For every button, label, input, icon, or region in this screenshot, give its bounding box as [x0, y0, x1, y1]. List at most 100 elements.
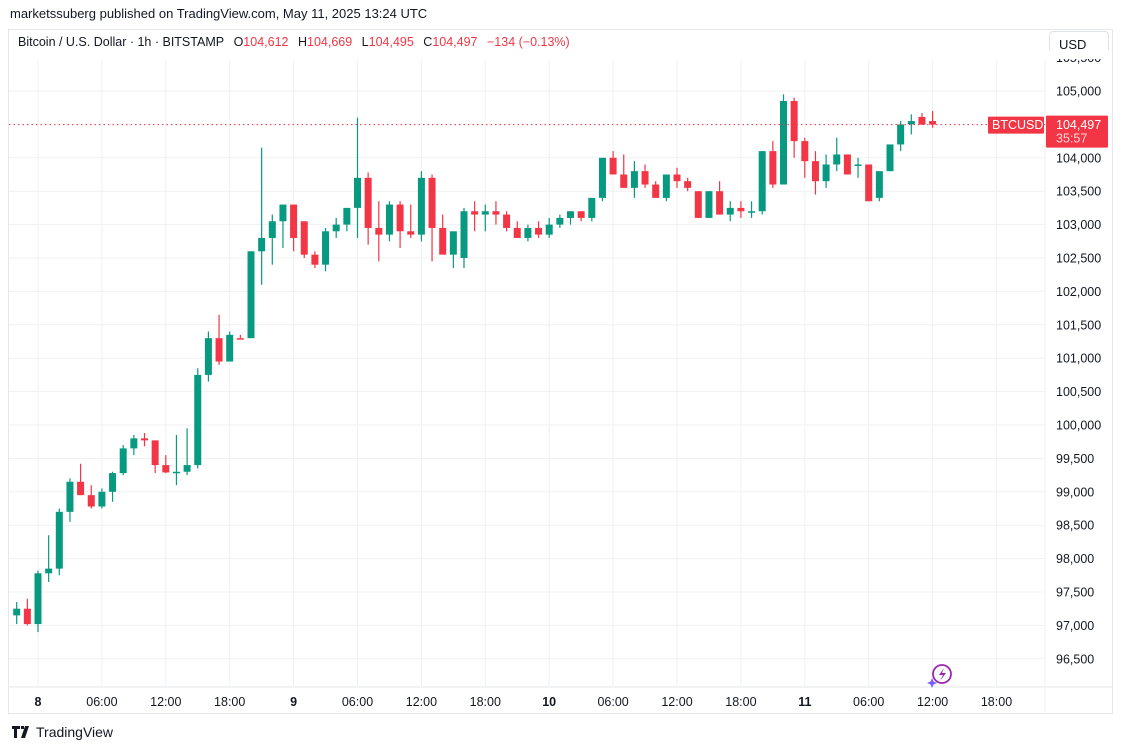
candle-down — [428, 177, 436, 228]
close-label: C — [423, 35, 433, 49]
y-axis-tick: 104,000 — [1056, 151, 1101, 165]
candle-down — [684, 181, 692, 188]
candle-down — [87, 495, 95, 507]
price-tag-countdown: 35:57 — [1056, 132, 1087, 146]
candlestick-chart[interactable]: 105,000 104,000 103,500 103,000 102,500 102,0… — [0, 0, 1123, 715]
candle-down — [396, 204, 404, 232]
symbol-title: Bitcoin / U.S. Dollar · 1h · BITSTAMP — [18, 35, 225, 49]
candle-up — [460, 211, 468, 258]
y-axis-tick: 98,500 — [1056, 519, 1094, 533]
candle-down — [513, 227, 521, 238]
candle-up — [109, 473, 117, 492]
x-axis-tick: 18:00 — [981, 695, 1012, 709]
candle-down — [620, 174, 628, 188]
candle-up — [875, 171, 883, 198]
close-value: 104,497 — [432, 35, 478, 49]
tradingview-footer[interactable]: TradingView — [12, 724, 113, 740]
y-axis-tick: 102,500 — [1056, 252, 1101, 266]
candle-up — [343, 207, 351, 225]
candle-up — [758, 151, 766, 212]
low-value: 104,495 — [368, 35, 414, 49]
candle-down — [641, 171, 649, 185]
lightning-ai-icon[interactable] — [927, 664, 952, 688]
candle-up — [183, 465, 191, 472]
x-axis-tick: 12:00 — [150, 695, 181, 709]
candle-up — [449, 231, 457, 255]
candle-up — [705, 191, 713, 218]
candle-down — [694, 191, 702, 218]
tradingview-logo-icon — [12, 726, 29, 738]
y-axis-tick: 99,000 — [1056, 485, 1094, 499]
candle-down — [503, 214, 511, 228]
candle-down — [609, 157, 617, 175]
candle-down — [439, 227, 447, 255]
candle-down — [673, 174, 681, 182]
x-axis-tick: 06:00 — [342, 695, 373, 709]
y-axis-tick: 100,000 — [1056, 419, 1101, 433]
candle-down — [716, 191, 724, 215]
y-axis-tick: 97,000 — [1056, 619, 1094, 633]
candle-up — [588, 197, 596, 218]
candle-up — [172, 471, 180, 474]
candle-up — [886, 144, 894, 172]
candle-down — [151, 440, 159, 466]
y-axis-tick: 99,500 — [1056, 452, 1094, 466]
candle-up — [822, 164, 830, 182]
candle-down — [652, 184, 660, 198]
candle-down — [929, 121, 937, 125]
candle-up — [417, 177, 425, 235]
candle-up — [204, 338, 212, 375]
x-axis-tick: 06:00 — [853, 695, 884, 709]
candle-up — [98, 491, 106, 507]
candle-down — [811, 161, 819, 182]
candle-up — [45, 568, 53, 574]
x-axis-tick: 8 — [35, 695, 42, 709]
candle-up — [119, 448, 127, 474]
candle-down — [77, 481, 85, 496]
high-value: 104,669 — [307, 35, 353, 49]
candle-up — [907, 121, 915, 125]
candle-down — [918, 116, 926, 125]
open-value: 104,612 — [243, 35, 289, 49]
y-axis-tick: 105,000 — [1056, 85, 1101, 99]
candle-down — [215, 338, 223, 362]
chart-frame — [8, 29, 1113, 714]
candle-up — [385, 204, 393, 235]
candle-up — [854, 164, 862, 166]
x-axis-tick: 18:00 — [470, 695, 501, 709]
candle-up — [833, 154, 841, 165]
candle-up — [897, 124, 905, 145]
candle-up — [545, 224, 553, 235]
candle-up — [332, 224, 340, 232]
candle-up — [55, 511, 63, 569]
candle-down — [577, 211, 585, 218]
x-axis-tick: 12:00 — [406, 695, 437, 709]
candle-up — [194, 374, 202, 466]
published-caption: marketssuberg published on TradingView.c… — [10, 6, 428, 21]
low-label: L — [361, 35, 369, 49]
candle-up — [226, 334, 234, 362]
x-axis-tick: 06:00 — [597, 695, 628, 709]
open-label: O — [233, 35, 244, 49]
price-tag — [1046, 115, 1108, 148]
candle-down — [141, 438, 148, 441]
candle-up — [354, 177, 361, 208]
candle-up — [34, 573, 42, 625]
x-axis-tick: 06:00 — [86, 695, 117, 709]
candle-down — [790, 101, 798, 142]
candle-down — [375, 227, 383, 235]
candle-down — [471, 211, 479, 215]
candle-down — [535, 227, 543, 235]
high-label: H — [297, 35, 307, 49]
candle-down — [769, 151, 777, 185]
candle-up — [748, 211, 756, 213]
candle-up — [630, 171, 638, 188]
x-axis-tick: 12:00 — [917, 695, 948, 709]
candle-down — [407, 231, 415, 235]
x-axis-tick: 18:00 — [725, 695, 756, 709]
y-axis-tick: 103,000 — [1056, 218, 1101, 232]
candle-down — [162, 465, 170, 473]
candle-up — [247, 251, 255, 339]
y-axis-tick: 101,500 — [1056, 318, 1101, 332]
symbol-legend: Bitcoin / U.S. Dollar · 1h · BITSTAMP O1… — [18, 35, 570, 49]
